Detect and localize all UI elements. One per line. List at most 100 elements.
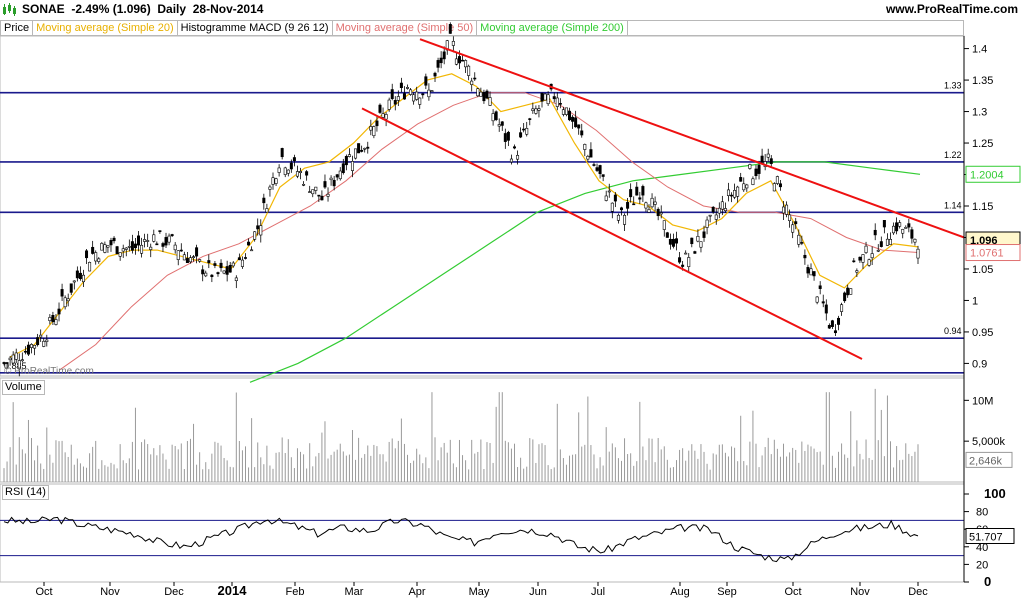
candle-body <box>626 202 630 209</box>
candle-body <box>350 161 354 171</box>
site-url[interactable]: www.ProRealTime.com <box>885 2 1018 16</box>
price-panel-frame <box>0 35 965 377</box>
candle-body <box>375 120 379 127</box>
candle-body <box>595 167 599 171</box>
time-axis-label: Jun <box>529 586 547 598</box>
candle-body <box>130 241 134 251</box>
candle-body <box>867 259 871 266</box>
candle-body <box>485 90 489 99</box>
candle-body <box>882 220 886 228</box>
candle-body <box>268 186 272 190</box>
candle-body <box>354 148 358 159</box>
ma50-line[interactable] <box>59 92 919 371</box>
candle-body <box>36 337 40 346</box>
ticker-title: SONAE -2.49% (1.096) Daily 28-Nov-2014 <box>22 2 264 16</box>
candle-body <box>662 220 666 230</box>
candle-body <box>48 317 52 321</box>
candle-body <box>253 231 257 240</box>
candle-body <box>311 189 315 195</box>
candle-body <box>409 89 413 95</box>
candle-body <box>629 189 633 198</box>
candle-body <box>335 174 339 178</box>
candle-body <box>818 285 822 289</box>
candle-body <box>292 157 296 162</box>
trendline[interactable] <box>361 107 863 360</box>
candle-body <box>366 146 370 149</box>
legend-item-macd[interactable]: Histogramme MACD (9 26 12) <box>178 21 333 36</box>
candle-body <box>45 339 49 342</box>
time-axis-label: Apr <box>408 586 425 598</box>
legend-item-price[interactable]: Price <box>1 21 34 36</box>
candle-body <box>827 325 831 329</box>
legend-item-ma50[interactable]: Moving average (Simple 50) <box>333 21 478 36</box>
legend-item-ma20[interactable]: Moving average (Simple 20) <box>33 21 178 36</box>
candle-body <box>892 225 896 234</box>
candle-body <box>360 149 364 152</box>
candle-body <box>289 162 293 170</box>
candle-body <box>675 238 679 244</box>
candle-body <box>106 245 110 248</box>
candle-body <box>140 244 144 254</box>
candle-body <box>17 360 21 370</box>
candle-body <box>8 357 12 361</box>
rsi-axis-label: 40 <box>976 542 988 554</box>
candle-body <box>314 186 318 191</box>
candle-body <box>204 272 208 277</box>
candle-body <box>112 237 116 242</box>
rsi-line[interactable] <box>3 516 919 563</box>
candle-body <box>568 110 572 121</box>
candle-body <box>852 260 856 263</box>
price-axis-label: 1.05 <box>972 264 993 276</box>
candle-body <box>577 124 581 129</box>
candle-body <box>424 76 428 86</box>
candle-body <box>861 254 865 263</box>
candle-body <box>522 128 526 131</box>
candle-body <box>726 189 730 196</box>
candle-body <box>775 176 779 184</box>
candle-body <box>760 155 764 163</box>
volume-badge-box <box>965 451 1013 468</box>
candle-body <box>730 194 734 197</box>
candle-body <box>81 274 85 283</box>
candle-body <box>601 174 605 177</box>
trendline[interactable] <box>419 38 965 239</box>
candle-body <box>733 190 737 198</box>
title-bar: SONAE -2.49% (1.096) Daily 28-Nov-2014 w… <box>0 0 1024 20</box>
candle-body <box>907 223 911 228</box>
ma200-line[interactable] <box>249 161 921 383</box>
candle-body <box>671 238 675 247</box>
candle-body <box>650 197 654 208</box>
candle-body <box>63 297 67 308</box>
candle-body <box>243 257 247 259</box>
candle-body <box>323 181 327 188</box>
candle-body <box>473 77 477 80</box>
candle-body <box>372 126 376 137</box>
candlestick-chart-icon <box>3 3 16 16</box>
price-axis-label: 0.9 <box>972 358 987 370</box>
candle-body <box>464 60 468 68</box>
price-badge-box <box>965 244 1021 262</box>
price-axis-label: 1.4 <box>972 44 987 56</box>
ma20-line[interactable] <box>9 73 919 358</box>
candle-body <box>433 72 437 77</box>
candle-body <box>512 146 516 149</box>
candle-body <box>653 201 657 205</box>
candle-body <box>390 89 394 99</box>
rsi-badge-label: 51.707 <box>969 531 1003 543</box>
rsi-axis-label: 80 <box>976 507 988 519</box>
level-label: 0.885 <box>4 361 27 371</box>
legend-item-ma200[interactable]: Moving average (Simple 200) <box>477 21 628 36</box>
candle-body <box>399 82 403 89</box>
candle-body <box>66 298 70 302</box>
candle-body <box>815 296 819 303</box>
candle-body <box>164 237 168 246</box>
candle-body <box>60 289 64 297</box>
candle-body <box>393 100 397 105</box>
candle-body <box>185 258 189 263</box>
candle-body <box>506 131 510 141</box>
candle-body <box>265 208 269 213</box>
candle-body <box>488 97 492 106</box>
candle-body <box>439 57 443 64</box>
candle-body <box>195 247 199 257</box>
